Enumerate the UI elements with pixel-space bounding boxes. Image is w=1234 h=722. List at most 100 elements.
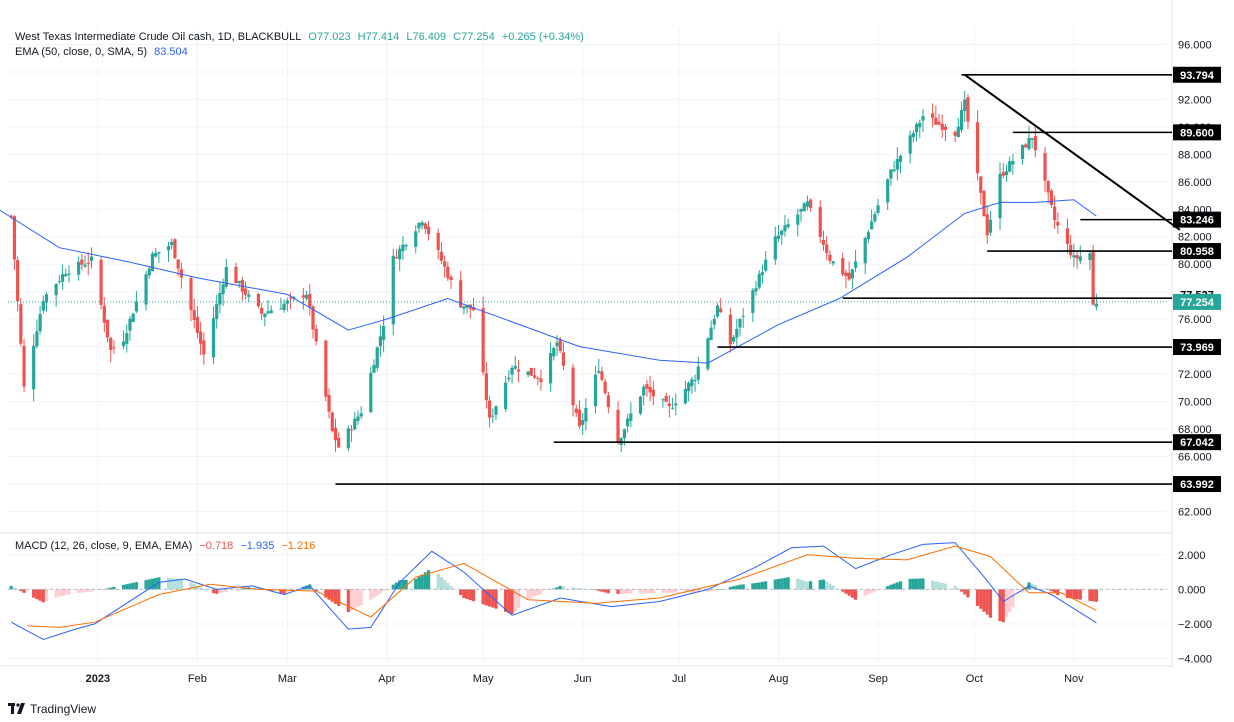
candle-body bbox=[394, 257, 399, 259]
macd-histogram-bar bbox=[741, 584, 745, 590]
macd-histogram-bar bbox=[786, 577, 790, 590]
time-tick-label: May bbox=[473, 673, 494, 685]
candle-body bbox=[738, 319, 742, 328]
candle-body bbox=[349, 429, 354, 431]
macd-histogram-bar bbox=[436, 574, 440, 590]
candle-body bbox=[1033, 136, 1037, 151]
macd-histogram-bar bbox=[847, 589, 851, 596]
time-tick-label: Oct bbox=[966, 673, 983, 685]
candle-body bbox=[908, 135, 912, 154]
level-label-box bbox=[1173, 434, 1221, 451]
trendline bbox=[964, 73, 1181, 231]
price-tick-label: 62.000 bbox=[1178, 506, 1212, 518]
macd-histogram-bar bbox=[282, 589, 286, 594]
candle-body bbox=[192, 310, 196, 321]
tradingview-logo[interactable]: TradingView bbox=[8, 702, 96, 716]
candle-body bbox=[911, 133, 915, 138]
macd-histogram-bar bbox=[243, 587, 248, 590]
candle-body bbox=[221, 284, 225, 294]
macd-histogram-bar bbox=[959, 589, 964, 592]
candle-body bbox=[536, 377, 540, 379]
macd-histogram-bar bbox=[105, 588, 110, 590]
candle-body bbox=[940, 123, 944, 130]
candle-body bbox=[308, 294, 312, 307]
candle-body bbox=[719, 308, 723, 313]
candle-body bbox=[173, 239, 177, 259]
level-label: 67.042 bbox=[1180, 437, 1214, 449]
price-tick-label: 80.000 bbox=[1178, 259, 1212, 271]
macd-histogram-bar bbox=[898, 581, 903, 590]
macd-label: MACD (12, 26, close, 9, EMA, EMA) bbox=[15, 540, 193, 552]
macd-histogram-bar bbox=[89, 589, 94, 592]
macd-histogram-bar bbox=[908, 578, 912, 590]
macd-histogram-bar bbox=[850, 589, 854, 598]
macd-histogram-bar bbox=[1053, 589, 1057, 594]
macd-histogram-bar bbox=[202, 589, 206, 590]
candle-body bbox=[921, 116, 925, 121]
candle-body bbox=[863, 237, 867, 264]
macd-histogram-bar bbox=[626, 589, 630, 594]
candle-body bbox=[147, 268, 151, 276]
macd-histogram-bar bbox=[38, 589, 42, 601]
macd-histogram-bar bbox=[853, 589, 858, 600]
current-price-box bbox=[1173, 293, 1221, 310]
candle-body bbox=[831, 261, 835, 264]
macd-histogram-bar bbox=[873, 589, 877, 592]
macd-histogram-bar bbox=[109, 587, 113, 590]
candle-body bbox=[796, 214, 800, 225]
macd-histogram-bar bbox=[44, 589, 49, 602]
candle-body bbox=[548, 353, 553, 384]
candle-body bbox=[64, 274, 68, 277]
candle-body bbox=[818, 207, 822, 237]
candle-body bbox=[247, 294, 251, 297]
macd-histogram-bar bbox=[57, 589, 61, 597]
candle-body bbox=[642, 386, 646, 396]
candle-body bbox=[959, 109, 964, 130]
candle-body bbox=[443, 261, 447, 267]
candle-body bbox=[256, 293, 261, 307]
candle-body bbox=[735, 328, 739, 338]
macd-histogram-bar bbox=[189, 582, 193, 590]
macd-histogram-bar bbox=[12, 587, 17, 590]
macd-histogram-bar bbox=[802, 580, 806, 590]
candle-body bbox=[1072, 255, 1076, 258]
candle-body bbox=[1043, 153, 1047, 181]
macd-histogram-bar bbox=[943, 583, 948, 590]
macd-histogram-bar bbox=[985, 589, 989, 615]
macd-histogram-bar bbox=[670, 589, 675, 593]
candle-body bbox=[54, 284, 58, 296]
macd-histogram-bar bbox=[22, 589, 26, 593]
macd-histogram-bar bbox=[192, 584, 196, 590]
candle-body bbox=[661, 399, 665, 401]
macd-histogram-bar bbox=[616, 589, 620, 594]
candle-body bbox=[526, 371, 530, 375]
macd-histogram-bar bbox=[154, 577, 158, 590]
price-tick-label: 82.000 bbox=[1178, 232, 1212, 244]
candle-body bbox=[622, 429, 627, 439]
macd-histogram-bar bbox=[1078, 589, 1082, 600]
macd-histogram-bar bbox=[324, 589, 328, 598]
macd-histogram-bar bbox=[706, 589, 710, 593]
level-label: 83.246 bbox=[1180, 215, 1214, 227]
price-tick-label: 96.000 bbox=[1178, 39, 1212, 51]
macd-histogram-bar bbox=[484, 589, 488, 606]
macd-histogram-bar bbox=[988, 589, 993, 618]
macd-histogram-bar bbox=[526, 589, 530, 600]
time-tick-label: Feb bbox=[188, 673, 207, 685]
candle-body bbox=[215, 304, 219, 320]
macd-histogram-bar bbox=[796, 578, 800, 590]
macd-histogram-bar bbox=[1011, 589, 1015, 608]
macd-histogram-bar bbox=[603, 589, 607, 593]
candle-body bbox=[626, 418, 630, 427]
candle-body bbox=[112, 347, 116, 349]
macd-histogram-bar bbox=[738, 584, 742, 590]
level-label: 89.600 bbox=[1180, 127, 1214, 139]
macd-histogram-bar bbox=[931, 580, 935, 590]
candle-body bbox=[404, 245, 408, 247]
macd-histogram-bar bbox=[914, 578, 919, 590]
candle-body bbox=[696, 366, 700, 380]
ema-legend: EMA (50, close, 0, SMA, 5) 83.504 bbox=[15, 46, 192, 58]
macd-histogram-bar bbox=[35, 589, 39, 600]
macd-legend: MACD (12, 26, close, 9, EMA, EMA) −0.718… bbox=[15, 540, 319, 552]
